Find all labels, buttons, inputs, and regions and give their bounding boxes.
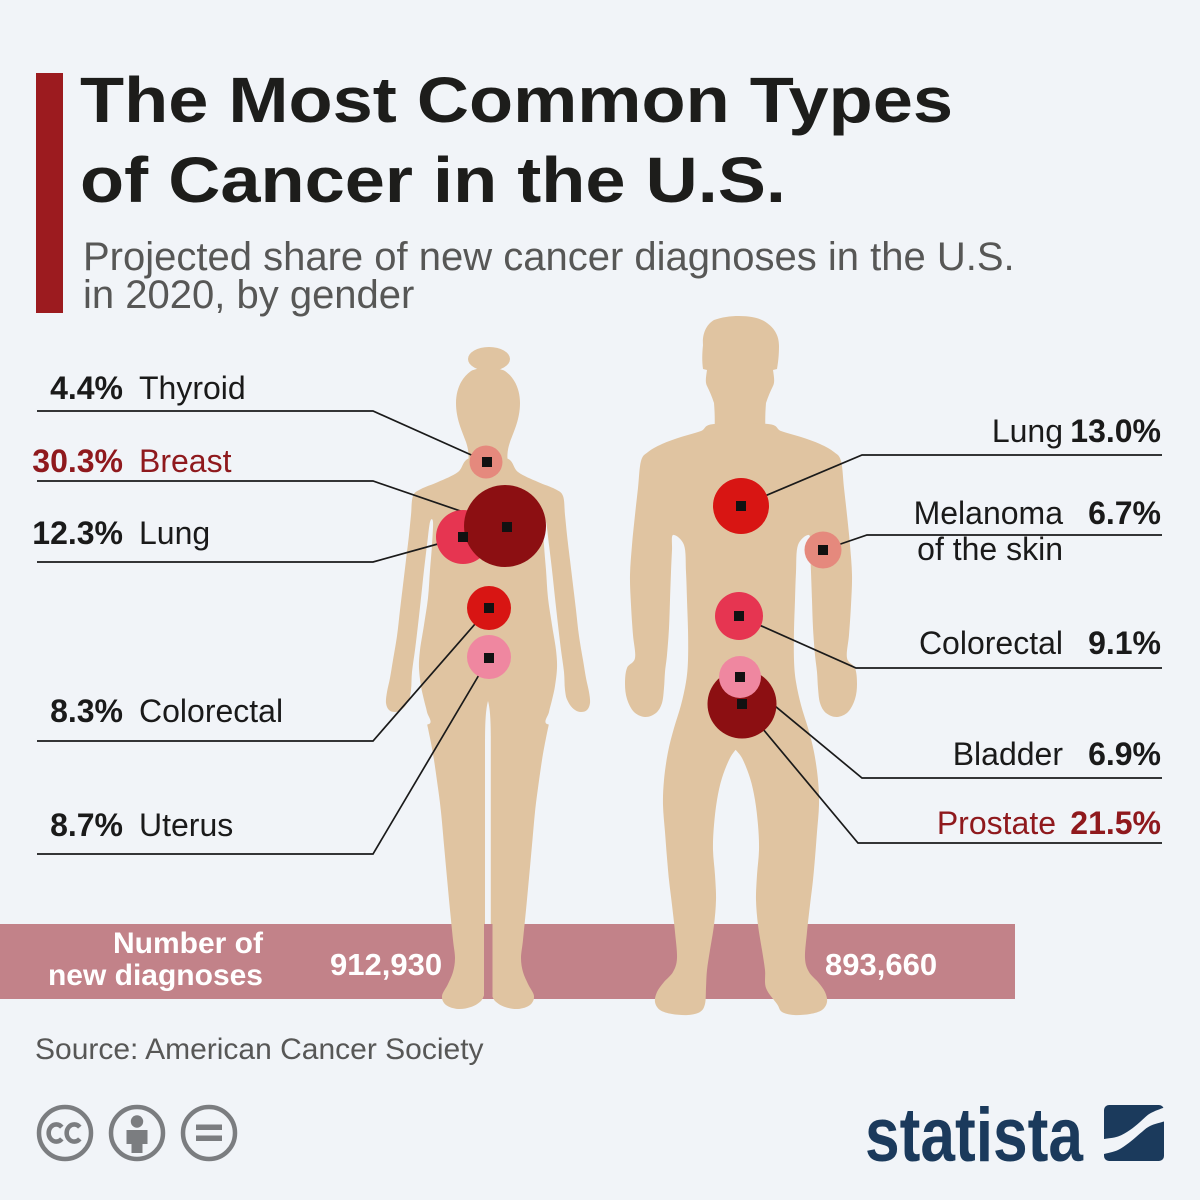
svg-text:statista: statista [865,1093,1084,1178]
